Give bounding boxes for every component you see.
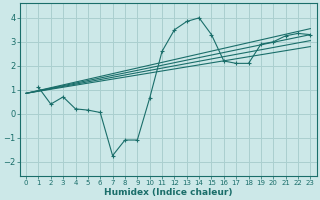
X-axis label: Humidex (Indice chaleur): Humidex (Indice chaleur): [104, 188, 232, 197]
